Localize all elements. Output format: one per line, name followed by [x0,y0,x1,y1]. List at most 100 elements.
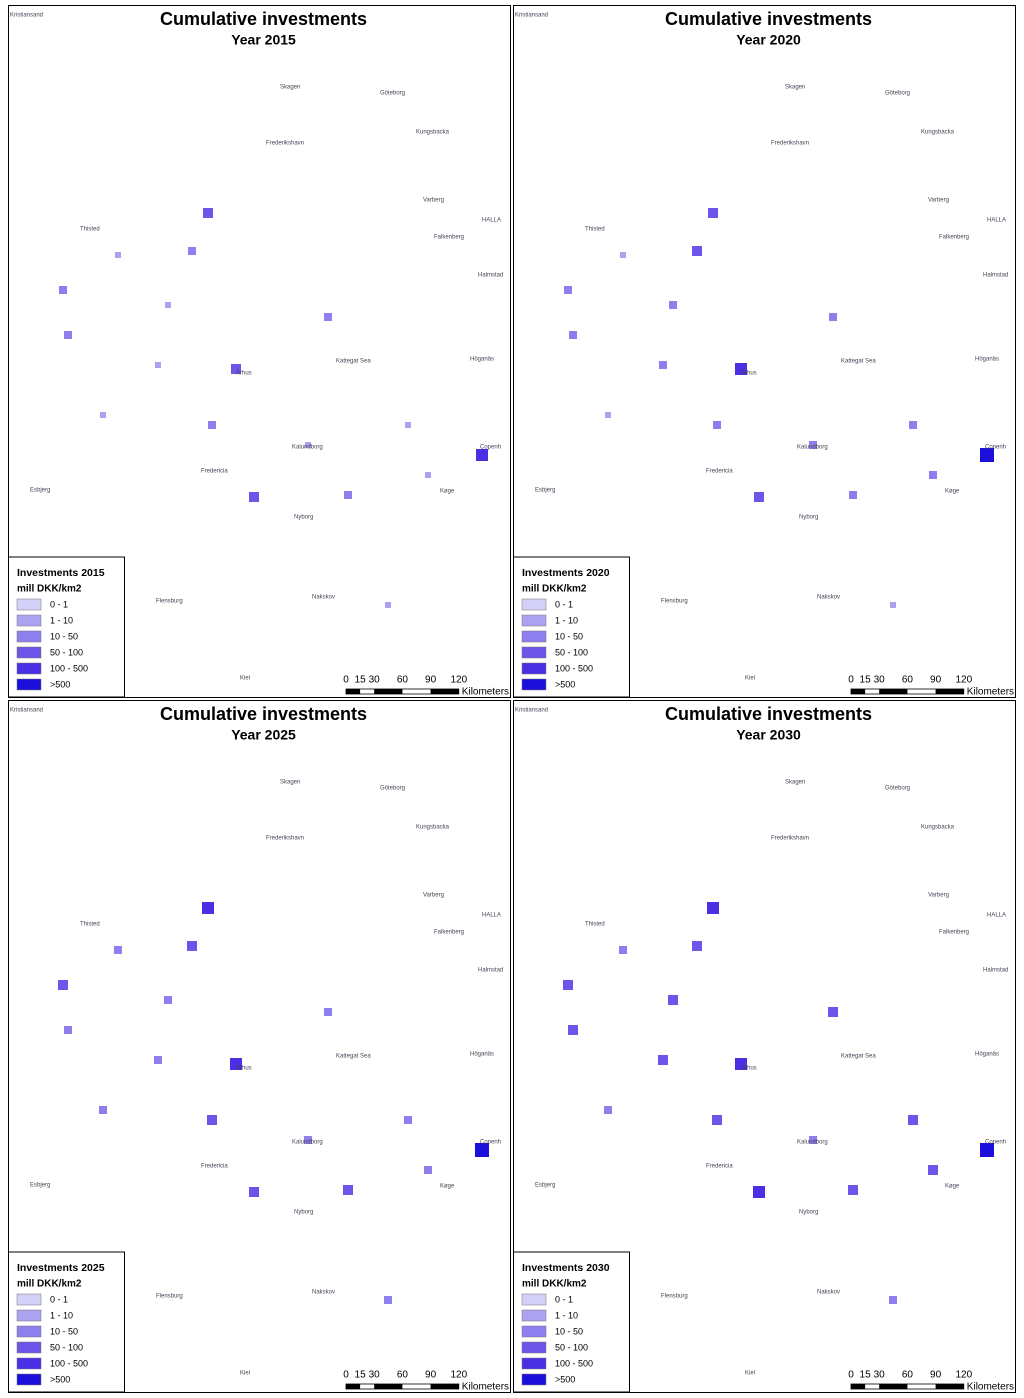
legend-swatch [16,1373,42,1386]
city-cell [889,1296,897,1304]
legend-label: 0 - 1 [555,599,573,609]
city-cell [658,1055,668,1065]
city-cell [980,448,994,462]
legend-unit: mill DKK/km2 [17,1279,82,1290]
city-cell [230,1058,242,1070]
place-label: Nakskov [312,1290,335,1296]
panel-subtitle: Year 2015 [231,32,296,48]
legend-label: 50 - 100 [555,647,588,657]
legend-swatch [16,1341,42,1354]
city-cell [753,1186,765,1198]
scale-label: 30 [874,1370,886,1381]
legend-title: Investments 2020 [522,567,610,579]
place-label: Nakskov [817,595,840,601]
city-cell [385,602,391,608]
city-cell [165,302,171,308]
place-label: Køge [440,489,455,495]
map-panel: Kristiansand Skagen Göteborg Kungsbacka Fred… [8,700,511,1393]
place-label: Århus [741,1065,757,1072]
city-cell [405,422,411,428]
legend-label: >500 [50,1374,70,1384]
panel-frame [513,700,1016,1393]
city-cell [564,286,572,294]
legend-swatch [521,1357,547,1370]
legend-label: 1 - 10 [50,1310,73,1320]
city-cell [754,492,764,502]
place-label: Göteborg [380,91,405,97]
place-label: HALLA [987,913,1006,919]
scale-label: 120 [955,675,972,686]
city-cell [115,252,121,258]
legend-swatch [16,630,42,643]
panel-frame [513,5,1016,698]
place-label: Copenh [985,445,1006,451]
city-cell [713,421,721,429]
city-cell [384,1296,392,1304]
city-cell [829,313,837,321]
scale-label: 60 [902,1370,914,1381]
city-cell [114,946,122,954]
scale-label: 15 [355,675,367,686]
city-cell [164,996,172,1004]
place-label: Göteborg [380,786,405,792]
city-cell [668,995,678,1005]
scale-label: 15 [860,1370,872,1381]
place-label: Kiel [240,676,250,682]
place-label: Copenh [480,445,501,451]
scale-segment [430,1384,459,1389]
place-label: Kalundborg [292,1140,323,1146]
legend-label: 100 - 500 [50,1358,88,1368]
scale-segment [935,1384,964,1389]
place-label: Esbjerg [30,488,50,494]
legend-unit: mill DKK/km2 [17,584,82,595]
legend-swatch [521,646,547,659]
scale-segment [851,1384,866,1389]
place-label: Kiel [745,1371,755,1377]
place-label: Skagen [785,85,805,91]
legend-label: 1 - 10 [555,615,578,625]
place-label: Køge [440,1184,455,1190]
place-label: Varberg [928,893,949,899]
place-label: Nakskov [817,1290,840,1296]
scale-label: 120 [450,1370,467,1381]
legend-label: 0 - 1 [50,599,68,609]
legend-swatch [16,1293,42,1306]
place-label: Kungsbacka [921,130,955,136]
scale-label: 15 [355,1370,367,1381]
place-label: Falkenberg [939,930,969,936]
place-label: Flensburg [661,1294,688,1300]
place-label: Esbjerg [535,488,555,494]
city-cell [188,247,196,255]
legend-label: 50 - 100 [50,647,83,657]
place-label: Skagen [785,780,805,786]
city-cell [620,252,626,258]
legend-label: >500 [555,679,575,689]
place-label: Fredericia [706,469,733,475]
scale-segment [346,689,361,694]
place-label: Kattegat Sea [336,359,371,365]
scale-label: 90 [425,675,437,686]
legend-label: 0 - 1 [50,1294,68,1304]
city-cell [604,1106,612,1114]
panel-title: Cumulative investments [665,704,872,724]
legend-swatch [16,1325,42,1338]
place-label: Höganäs [470,357,494,363]
legend-label: 1 - 10 [555,1310,578,1320]
place-label: Nyborg [294,515,313,521]
place-label: Kiel [240,1371,250,1377]
city-cell [707,902,719,914]
legend-swatch [16,598,42,611]
city-cell [692,246,702,256]
place-label: Falkenberg [434,930,464,936]
legend-swatch [16,646,42,659]
legend-label: 50 - 100 [50,1342,83,1352]
place-label: Kungsbacka [416,825,450,831]
place-label: Kristiansand [10,13,43,19]
place-label: Varberg [423,198,444,204]
scale-unit: Kilometers [967,1382,1014,1393]
legend-unit: mill DKK/km2 [522,1279,587,1290]
panel-title: Cumulative investments [665,9,872,29]
scale-label: 0 [848,675,854,686]
place-label: Falkenberg [939,235,969,241]
